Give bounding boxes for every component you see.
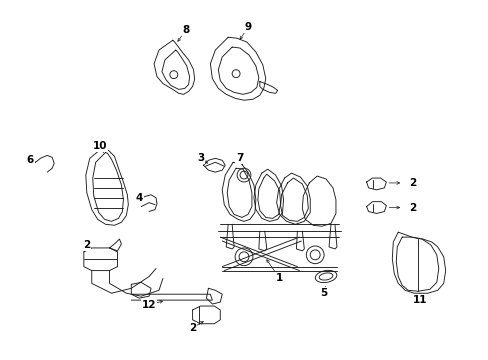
- Text: 4: 4: [135, 193, 142, 203]
- Text: 9: 9: [244, 22, 251, 32]
- Text: 2: 2: [408, 203, 416, 212]
- Text: 2: 2: [83, 240, 90, 250]
- Text: 7: 7: [236, 153, 243, 163]
- Text: 2: 2: [408, 178, 416, 188]
- Text: 1: 1: [275, 274, 283, 283]
- Text: 3: 3: [197, 153, 203, 163]
- Text: 2: 2: [188, 323, 196, 333]
- Text: 8: 8: [182, 25, 189, 35]
- Text: 12: 12: [142, 300, 156, 310]
- Text: 5: 5: [320, 288, 327, 298]
- Text: 10: 10: [92, 140, 107, 150]
- Text: 6: 6: [27, 155, 34, 165]
- Text: 11: 11: [412, 295, 427, 305]
